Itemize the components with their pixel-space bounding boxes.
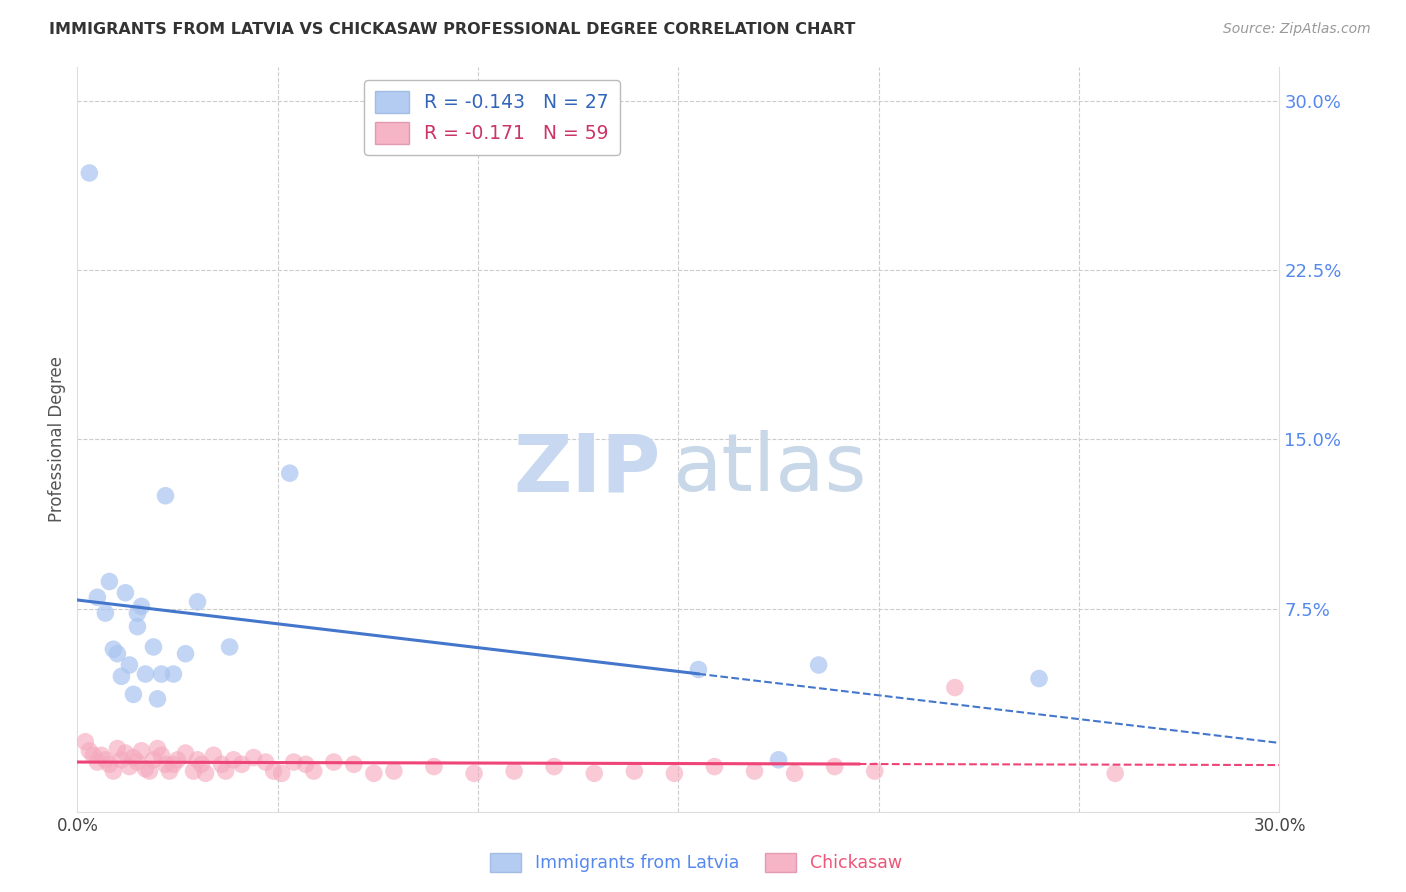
Point (503, 764, 526, 778)
Point (183, 764, 205, 778)
Point (363, 766, 385, 780)
Point (322, 755, 344, 769)
Point (703, 759, 725, 773)
Point (190, 757, 212, 772)
Point (943, 681, 966, 695)
Point (174, 647, 197, 661)
Point (343, 757, 366, 772)
Point (134, 762, 156, 776)
Point (214, 764, 236, 778)
Point (79, 744, 101, 758)
Point (242, 750, 264, 764)
Point (211, 757, 233, 772)
Point (122, 687, 145, 701)
Point (623, 764, 645, 778)
Point (103, 764, 125, 778)
Point (270, 766, 292, 780)
Point (1028, 672, 1050, 686)
Point (423, 759, 446, 773)
Legend: Immigrants from Latvia, Chickasaw: Immigrants from Latvia, Chickasaw (482, 846, 910, 879)
Point (94, 753, 117, 767)
Point (114, 586, 136, 600)
Point (75, 735, 97, 749)
Y-axis label: Professional Degree: Professional Degree (48, 356, 66, 523)
Point (107, 647, 129, 661)
Point (783, 766, 806, 780)
Point (283, 755, 305, 769)
Point (138, 764, 160, 778)
Point (688, 663, 710, 677)
Point (824, 759, 846, 773)
Point (146, 741, 169, 756)
Point (134, 667, 156, 681)
Point (159, 764, 181, 778)
Point (122, 750, 145, 764)
Point (222, 753, 245, 767)
Point (127, 606, 149, 620)
Point (110, 753, 132, 767)
Point (131, 599, 153, 614)
Point (162, 757, 184, 772)
Text: IMMIGRANTS FROM LATVIA VS CHICKASAW PROFESSIONAL DEGREE CORRELATION CHART: IMMIGRANTS FROM LATVIA VS CHICKASAW PROF… (49, 22, 856, 37)
Point (664, 766, 686, 780)
Point (218, 640, 240, 654)
Legend: R = -0.143   N = 27, R = -0.171   N = 59: R = -0.143 N = 27, R = -0.171 N = 59 (364, 80, 620, 155)
Point (86, 591, 108, 605)
Point (103, 642, 125, 657)
Point (807, 658, 830, 673)
Point (187, 753, 209, 767)
Point (98, 757, 121, 772)
Point (863, 764, 886, 778)
Point (90, 748, 112, 763)
Point (98, 574, 121, 589)
Point (79, 166, 101, 180)
Point (118, 658, 141, 673)
Text: ZIP: ZIP (513, 430, 661, 508)
Point (86, 755, 108, 769)
Point (150, 748, 173, 763)
Point (118, 759, 141, 773)
Point (127, 620, 149, 634)
Point (302, 764, 325, 778)
Point (142, 753, 165, 767)
Point (768, 753, 790, 767)
Point (166, 753, 188, 767)
Point (278, 466, 301, 480)
Point (543, 759, 565, 773)
Point (254, 755, 277, 769)
Text: atlas: atlas (672, 430, 866, 508)
Point (174, 746, 197, 760)
Point (142, 640, 165, 654)
Point (463, 766, 485, 780)
Point (155, 757, 177, 772)
Point (110, 669, 132, 683)
Point (202, 748, 225, 763)
Point (107, 741, 129, 756)
Point (162, 667, 184, 681)
Point (150, 667, 173, 681)
Point (744, 764, 766, 778)
Point (146, 691, 169, 706)
Point (263, 764, 285, 778)
Point (231, 757, 253, 772)
Point (155, 489, 177, 503)
Point (187, 595, 209, 609)
Point (114, 746, 136, 760)
Point (583, 766, 606, 780)
Point (127, 755, 149, 769)
Point (94, 606, 117, 620)
Point (382, 764, 405, 778)
Text: Source: ZipAtlas.com: Source: ZipAtlas.com (1223, 22, 1371, 37)
Point (1104, 766, 1126, 780)
Point (131, 744, 153, 758)
Point (294, 757, 316, 772)
Point (82, 748, 104, 763)
Point (194, 766, 217, 780)
